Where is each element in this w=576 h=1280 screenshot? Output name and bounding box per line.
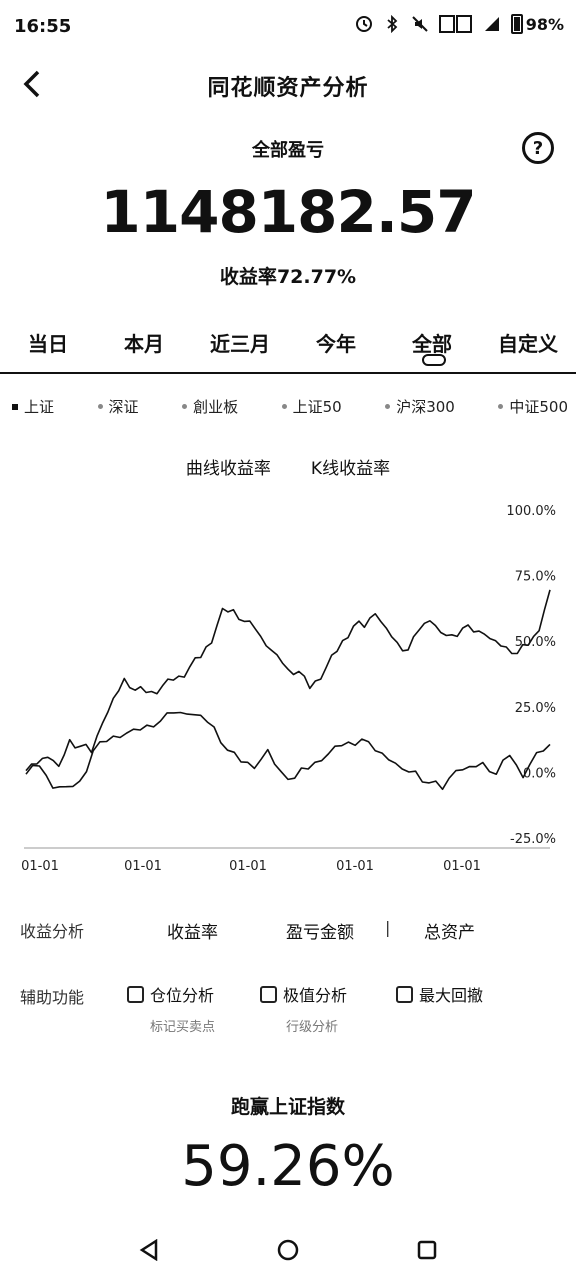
aux-functions-row: 辅助功能 仓位分析 标记买卖点 极值分析 行级分析 最大回撤: [20, 982, 556, 1042]
y-tick-label: 100.0%: [506, 504, 556, 519]
legend-label: 創业板: [193, 398, 239, 416]
analysis-label: 收益分析: [20, 922, 85, 941]
mute-icon: [411, 15, 429, 33]
bluetooth-icon: [383, 15, 401, 33]
tab-this-year[interactable]: 今年: [316, 332, 356, 356]
chart-mode-switch: 曲线收益率 K线收益率: [0, 454, 576, 479]
back-button[interactable]: [12, 64, 52, 104]
position-analysis-checkbox[interactable]: 仓位分析: [127, 982, 214, 1006]
y-tick-label: 0.0%: [523, 766, 556, 781]
max-drawdown-label: 最大回撤: [419, 986, 484, 1005]
legend-marker: [281, 404, 287, 409]
legend-marker: [97, 404, 103, 409]
page-title: 同花顺资产分析: [207, 76, 369, 101]
y-tick-label: 25.0%: [515, 701, 556, 716]
kline-return-toggle[interactable]: K线收益率: [310, 459, 391, 479]
curve-return-toggle[interactable]: 曲线收益率: [185, 459, 271, 479]
return-rate-label: 收益率: [219, 266, 277, 288]
x-tick-label: 01-01: [229, 859, 267, 874]
legend-marker: [385, 404, 391, 409]
status-time: 16:55: [14, 16, 72, 37]
checkbox-icon: [127, 985, 144, 1003]
tab-all[interactable]: 全部: [384, 322, 480, 372]
legend-label: 上证: [24, 398, 55, 416]
system-nav-bar: [0, 1220, 576, 1280]
total-assets-option[interactable]: 总资产: [424, 923, 475, 943]
status-icons: 98%: [355, 14, 564, 34]
signal-icon: [438, 15, 473, 33]
question-icon: ?: [532, 137, 544, 159]
battery-icon: [510, 14, 523, 34]
aux-label: 辅助功能: [20, 988, 85, 1007]
legend-sse50[interactable]: 上证50: [281, 396, 342, 417]
circle-home-icon: [277, 1239, 299, 1261]
alarm-icon: [355, 15, 373, 33]
index-return-line: [25, 711, 551, 791]
nav-home-button[interactable]: [268, 1230, 308, 1270]
x-tick-label: 01-01: [336, 859, 374, 874]
position-analysis-label: 仓位分析: [150, 986, 215, 1005]
legend-marker: [498, 404, 504, 409]
network-signal-icon: [483, 15, 501, 33]
checkbox-icon: [396, 985, 413, 1003]
x-tick-label: 01-01: [443, 859, 481, 874]
total-pnl-label: 全部盈亏: [252, 140, 324, 161]
x-tick-label: 01-01: [21, 859, 59, 874]
nav-recents-button[interactable]: [407, 1230, 447, 1270]
tab-custom[interactable]: 自定义: [498, 332, 558, 356]
legend-csi500[interactable]: 中证500: [498, 396, 568, 417]
period-tabs: 当日 本月 近三月 今年 全部 自定义: [0, 322, 576, 374]
pnl-amount-option[interactable]: 盈亏金额: [286, 923, 354, 943]
x-tick-label: 01-01: [124, 859, 162, 874]
extreme-analysis-label: 极值分析: [283, 986, 348, 1005]
help-button[interactable]: ?: [522, 132, 554, 164]
battery-indicator: 98%: [510, 14, 564, 34]
battery-percent: 98%: [525, 14, 564, 34]
legend-marker: [12, 403, 18, 410]
y-tick-label: -25.0%: [510, 832, 556, 847]
nav-back-button[interactable]: [129, 1230, 169, 1270]
beat-index-value: 59.26%: [181, 1134, 395, 1199]
tab-today[interactable]: 当日: [28, 332, 68, 356]
position-analysis-hint: 标记买卖点: [150, 1020, 216, 1035]
checkbox-icon: [260, 985, 277, 1003]
app-header: 同花顺资产分析: [0, 60, 576, 108]
analysis-row: 收益分析 收益率 盈亏金额 | 总资产: [20, 916, 556, 946]
option-separator: |: [385, 918, 391, 937]
extreme-analysis-checkbox[interactable]: 极值分析: [260, 982, 347, 1006]
square-recents-icon: [417, 1240, 436, 1260]
chevron-left-icon: [23, 70, 40, 98]
legend-label: 上证50: [292, 398, 342, 416]
legend-label: 沪深300: [396, 398, 455, 416]
beat-index-label: 跑赢上证指数: [230, 1096, 345, 1118]
return-rate-option[interactable]: 收益率: [167, 923, 218, 943]
total-pnl-value: 1148182.57: [100, 178, 476, 246]
status-bar: 16:55 98%: [0, 0, 576, 56]
tab-month[interactable]: 本月: [124, 332, 164, 356]
index-legend: 上证 深证 創业板 上证50 沪深300 中证500: [12, 396, 568, 417]
legend-shenzhen[interactable]: 深证: [97, 396, 139, 417]
extreme-analysis-hint: 行级分析: [286, 1020, 339, 1035]
legend-label: 中证500: [509, 398, 568, 416]
legend-csi300[interactable]: 沪深300: [385, 396, 455, 417]
return-chart: 100.0% 75.0% 50.0% 25.0% 0.0% -25.0% 01-01 01-0…: [21, 504, 556, 874]
return-rate: 收益率72.77%: [0, 262, 576, 289]
legend-marker: [182, 404, 188, 409]
max-drawdown-checkbox[interactable]: 最大回撤: [396, 982, 483, 1006]
legend-chinext[interactable]: 創业板: [182, 396, 238, 417]
legend-label: 深证: [108, 398, 139, 416]
y-tick-label: 75.0%: [515, 570, 556, 585]
legend-shanghai[interactable]: 上证: [12, 396, 54, 417]
tab-three-months[interactable]: 近三月: [210, 332, 270, 356]
return-rate-value: 72.77%: [276, 266, 357, 288]
y-tick-label: 50.0%: [515, 635, 556, 650]
portfolio-return-line: [25, 589, 551, 772]
triangle-back-icon: [140, 1239, 158, 1261]
